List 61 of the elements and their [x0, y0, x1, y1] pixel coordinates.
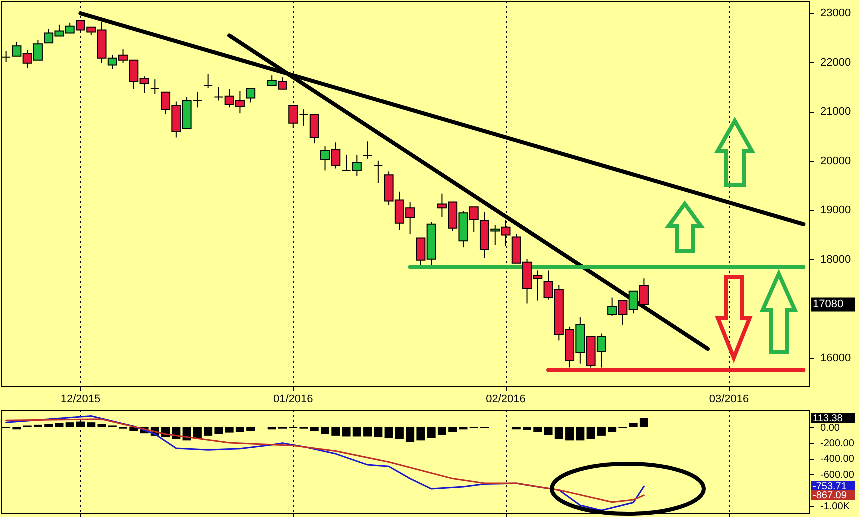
x-tick-label: 02/2016	[486, 394, 526, 406]
y-tick-label: 19000	[820, 204, 852, 217]
y-tick-label: -200.00	[820, 438, 855, 450]
bar	[576, 427, 585, 441]
candlestick	[214, 86, 224, 102]
bar	[608, 427, 617, 432]
y-tick-label: 18000	[820, 254, 852, 266]
y-tick-label: 21000	[820, 106, 852, 118]
bar	[416, 427, 426, 441]
bar	[406, 427, 415, 442]
bar	[44, 424, 54, 428]
bar	[566, 427, 574, 441]
y-tick-label: 22000	[820, 56, 852, 69]
candlestick	[246, 88, 256, 104]
text: -867.09	[813, 490, 848, 502]
candlestick	[150, 79, 160, 95]
bar	[34, 424, 42, 428]
x-tick-label: 12/2015	[60, 394, 101, 406]
bar	[87, 422, 96, 428]
bar	[544, 427, 553, 436]
bar	[629, 423, 638, 428]
bar	[55, 423, 64, 428]
bar	[98, 424, 106, 428]
text: -753.71	[813, 482, 848, 493]
y-tick-label: 16000	[820, 352, 852, 364]
bar	[384, 427, 394, 438]
y-tick-label: -1.00K	[820, 501, 850, 512]
x-tick-label: 01/2016	[273, 394, 314, 406]
x-tick-label: 03/2016	[709, 394, 750, 406]
bar	[523, 427, 532, 430]
bar	[438, 427, 446, 436]
y-tick-label: 0.00	[820, 422, 840, 434]
bar	[395, 427, 404, 440]
text: 17080	[813, 298, 844, 311]
bar	[66, 422, 74, 428]
text: 113.38	[813, 413, 844, 424]
bar	[214, 427, 224, 434]
bar	[342, 427, 351, 437]
bar	[597, 427, 606, 436]
candlestick	[204, 74, 214, 89]
bar	[554, 427, 564, 440]
bar	[586, 427, 596, 440]
candlestick	[363, 141, 373, 160]
bar	[204, 427, 213, 436]
bar	[352, 427, 362, 437]
bar	[236, 427, 244, 432]
bar	[374, 427, 383, 438]
bar	[427, 427, 436, 438]
bar	[448, 427, 458, 432]
candlestick	[374, 160, 384, 184]
y-tick-label: 23000	[820, 8, 852, 20]
bar	[225, 427, 234, 433]
bar	[193, 427, 202, 438]
bar	[321, 427, 330, 434]
bar	[534, 427, 542, 432]
bar	[364, 427, 372, 437]
y-tick-label: 20000	[820, 155, 852, 168]
y-tick-label: -600.00	[820, 470, 855, 481]
y-tick-label: -400.00	[820, 454, 855, 466]
bar	[640, 418, 648, 428]
bar	[332, 427, 340, 436]
